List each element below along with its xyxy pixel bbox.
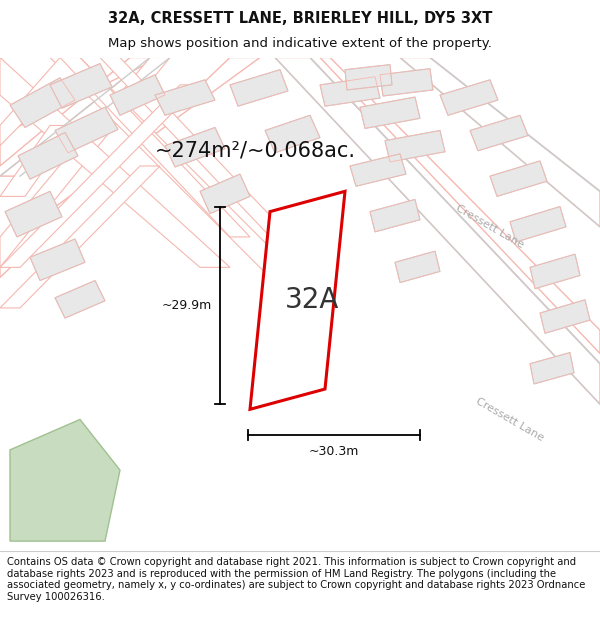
Polygon shape — [0, 166, 160, 308]
Polygon shape — [0, 58, 260, 278]
Polygon shape — [110, 75, 165, 115]
Text: Contains OS data © Crown copyright and database right 2021. This information is : Contains OS data © Crown copyright and d… — [7, 557, 586, 602]
Text: Cressett Lane: Cressett Lane — [454, 203, 526, 251]
Polygon shape — [0, 85, 200, 268]
Polygon shape — [345, 64, 392, 90]
Text: ~29.9m: ~29.9m — [162, 299, 212, 312]
Polygon shape — [385, 131, 445, 162]
Text: Cressett Lane: Cressett Lane — [474, 396, 546, 443]
Polygon shape — [230, 69, 288, 106]
Polygon shape — [10, 78, 75, 128]
Polygon shape — [530, 254, 580, 289]
Polygon shape — [440, 80, 498, 115]
Text: ~274m²/~0.068ac.: ~274m²/~0.068ac. — [155, 141, 356, 161]
Polygon shape — [5, 191, 62, 237]
Polygon shape — [250, 191, 345, 409]
Polygon shape — [0, 58, 170, 176]
Text: Map shows position and indicative extent of the property.: Map shows position and indicative extent… — [108, 37, 492, 49]
Polygon shape — [0, 58, 230, 268]
Polygon shape — [50, 58, 300, 278]
Polygon shape — [0, 58, 170, 268]
Polygon shape — [360, 97, 420, 129]
Polygon shape — [100, 58, 300, 247]
Polygon shape — [30, 239, 85, 281]
Polygon shape — [320, 77, 380, 106]
Polygon shape — [510, 206, 566, 242]
Polygon shape — [540, 300, 590, 333]
Text: ~30.3m: ~30.3m — [309, 445, 359, 458]
Polygon shape — [275, 58, 600, 404]
Polygon shape — [165, 127, 225, 167]
Polygon shape — [10, 419, 120, 541]
Polygon shape — [400, 58, 600, 227]
Polygon shape — [490, 161, 547, 196]
Text: 32A: 32A — [286, 286, 340, 314]
Polygon shape — [200, 174, 250, 214]
Polygon shape — [18, 132, 78, 179]
Polygon shape — [370, 199, 420, 232]
Polygon shape — [320, 58, 600, 354]
Polygon shape — [265, 115, 320, 152]
Polygon shape — [530, 352, 574, 384]
Text: 32A, CRESSETT LANE, BRIERLEY HILL, DY5 3XT: 32A, CRESSETT LANE, BRIERLEY HILL, DY5 3… — [108, 11, 492, 26]
Polygon shape — [380, 69, 433, 96]
Polygon shape — [50, 64, 112, 108]
Polygon shape — [55, 281, 105, 318]
Polygon shape — [395, 251, 440, 282]
Polygon shape — [155, 80, 215, 115]
Polygon shape — [60, 58, 250, 237]
Polygon shape — [470, 115, 528, 151]
Polygon shape — [0, 58, 160, 166]
Polygon shape — [55, 107, 118, 152]
Polygon shape — [350, 154, 406, 186]
Polygon shape — [0, 58, 80, 146]
Polygon shape — [0, 126, 75, 196]
